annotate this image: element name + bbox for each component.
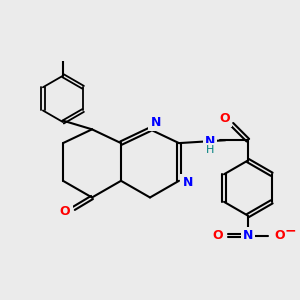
Text: N: N bbox=[243, 230, 253, 242]
Text: O: O bbox=[213, 230, 224, 242]
Text: N: N bbox=[182, 176, 193, 189]
Text: N: N bbox=[151, 116, 161, 129]
Text: O: O bbox=[219, 112, 230, 125]
Text: O: O bbox=[60, 206, 70, 218]
Text: O: O bbox=[274, 230, 285, 242]
Text: H: H bbox=[206, 146, 214, 155]
Text: −: − bbox=[284, 223, 296, 237]
Text: N: N bbox=[205, 135, 215, 148]
